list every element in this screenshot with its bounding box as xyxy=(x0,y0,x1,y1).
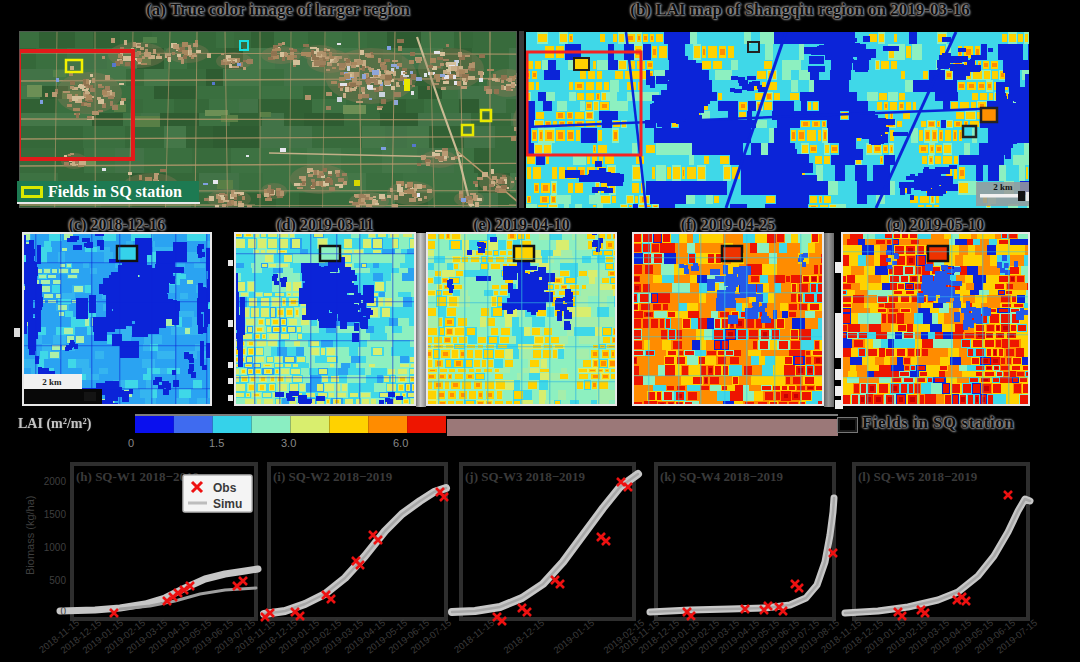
svg-text:Biomass (kg/ha): Biomass (kg/ha) xyxy=(24,496,36,575)
svg-text:2000: 2000 xyxy=(44,476,67,487)
svg-text:2019-01-15: 2019-01-15 xyxy=(551,617,596,656)
svg-text:(i) SQ-W2 2018−2019: (i) SQ-W2 2018−2019 xyxy=(273,469,393,484)
svg-text:2018-11-15: 2018-11-15 xyxy=(452,617,497,655)
svg-text:(l) SQ-W5 2018−2019: (l) SQ-W5 2018−2019 xyxy=(858,469,978,484)
svg-text:1500: 1500 xyxy=(44,509,67,520)
svg-text:(h) SQ-W1 2018−2019: (h) SQ-W1 2018−2019 xyxy=(76,469,199,484)
svg-text:(k) SQ-W4 2018−2019: (k) SQ-W4 2018−2019 xyxy=(660,469,783,484)
svg-text:Obs: Obs xyxy=(213,481,237,495)
svg-text:Simu: Simu xyxy=(213,497,242,511)
svg-text:0: 0 xyxy=(60,606,66,617)
svg-text:(j) SQ-W3 2018−2019: (j) SQ-W3 2018−2019 xyxy=(465,469,586,484)
svg-text:500: 500 xyxy=(49,575,66,586)
svg-text:2018-12-15: 2018-12-15 xyxy=(501,617,546,656)
svg-text:1000: 1000 xyxy=(44,542,67,553)
